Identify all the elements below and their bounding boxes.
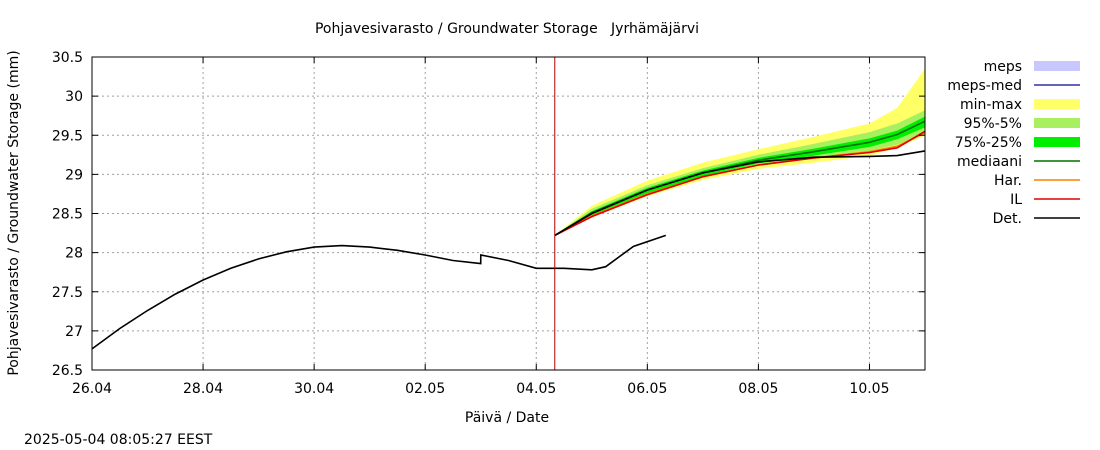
series-line-det- [554, 150, 926, 237]
legend-item: meps-med [947, 78, 1080, 94]
legend-item: Har. [994, 173, 1080, 189]
y-tick-label: 29.5 [52, 128, 83, 144]
legend-swatch [1034, 61, 1080, 71]
band-75-25- [554, 116, 925, 236]
y-tick-label: 27.5 [52, 285, 83, 301]
x-tick-label: 06.05 [627, 381, 667, 397]
timestamp-label: 2025-05-04 08:05:27 EEST [24, 432, 213, 448]
legend-item: mediaani [957, 154, 1080, 170]
legend-item: IL [1010, 192, 1080, 208]
y-axis-label: Pohjavesivarasto / Groundwater Storage (… [6, 50, 22, 375]
legend-label: Det. [993, 211, 1022, 227]
series-lines [91, 120, 926, 350]
legend-swatch [1034, 99, 1080, 109]
y-tick-label: 27 [65, 324, 83, 340]
y-tick-label: 29 [65, 167, 83, 183]
legend-label: 75%-25% [955, 135, 1022, 151]
x-tick-label: 26.04 [72, 381, 112, 397]
x-tick-label: 04.05 [516, 381, 556, 397]
axis-ticks: 26.5 27 27.5 28 28.5 29 29.5 30 30.5 26.04 28.04 30… [52, 50, 925, 397]
legend-label: IL [1010, 192, 1022, 208]
legend-swatch [1034, 118, 1080, 128]
legend-label: Har. [994, 173, 1022, 189]
legend-item: 75%-25% [955, 135, 1080, 151]
legend: meps meps-med min-max 95%-5% 75%-25% mediaani… [947, 59, 1080, 227]
x-tick-label: 28.04 [183, 381, 223, 397]
x-tick-label: 30.04 [294, 381, 334, 397]
grid-lines [92, 57, 925, 370]
series-line-il [554, 130, 926, 237]
legend-label: meps-med [947, 78, 1022, 94]
x-axis-label: Päivä / Date [465, 410, 549, 426]
observed-line [91, 234, 667, 350]
y-tick-label: 30.5 [52, 50, 83, 66]
legend-label: mediaani [957, 154, 1022, 170]
x-tick-label: 08.05 [738, 381, 778, 397]
legend-item: Det. [993, 211, 1080, 227]
chart-title: Pohjavesivarasto / Groundwater Storage J… [315, 21, 699, 37]
y-tick-label: 30 [65, 89, 83, 105]
legend-swatch [1034, 137, 1080, 147]
band-95-5- [554, 110, 925, 236]
legend-item: meps [984, 59, 1080, 75]
legend-label: 95%-5% [964, 116, 1022, 132]
legend-label: min-max [960, 97, 1022, 113]
legend-item: min-max [960, 97, 1080, 113]
y-tick-label: 28.5 [52, 207, 83, 223]
y-tick-label: 26.5 [52, 363, 83, 379]
legend-item: 95%-5% [964, 116, 1080, 132]
y-tick-label: 28 [65, 246, 83, 262]
x-tick-label: 10.05 [849, 381, 889, 397]
x-tick-label: 02.05 [405, 381, 445, 397]
legend-label: meps [984, 59, 1022, 75]
